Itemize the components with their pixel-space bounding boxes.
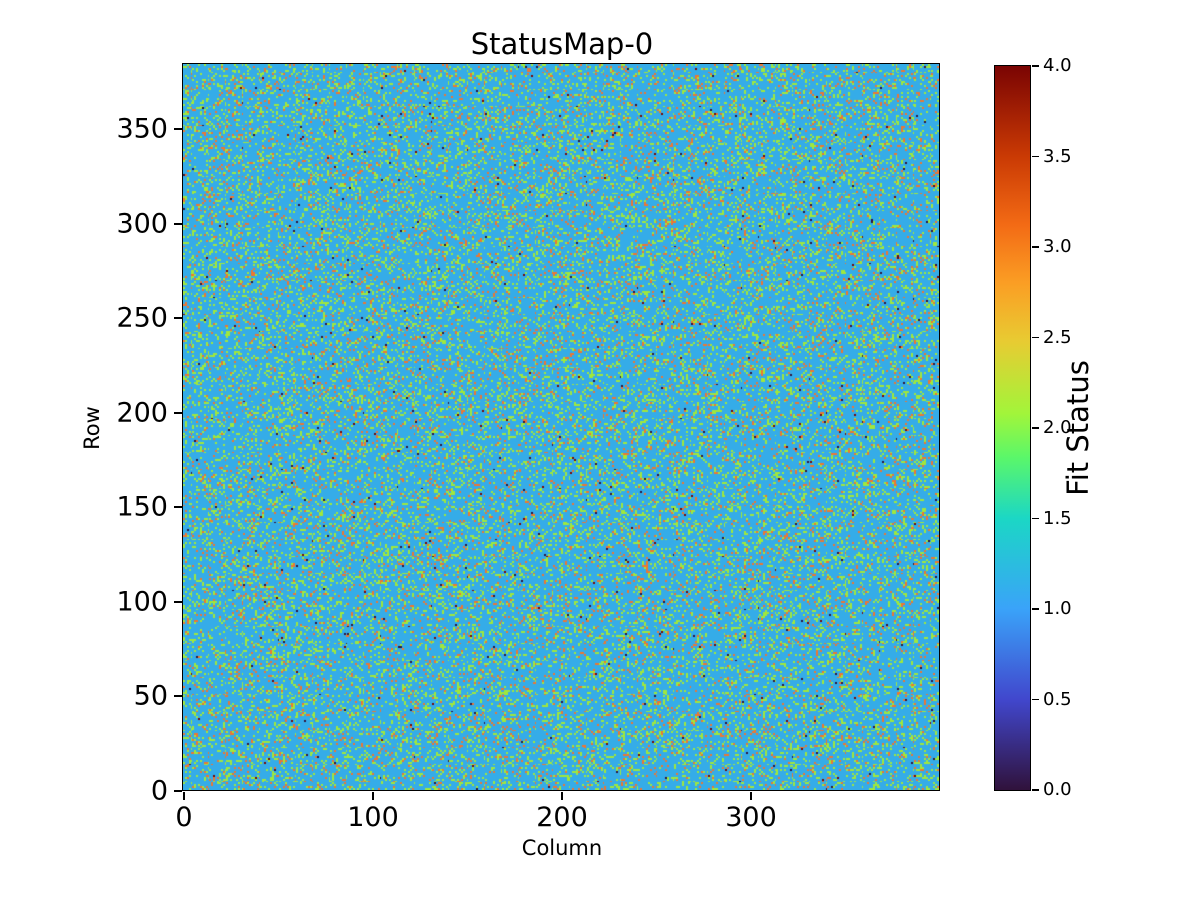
colorbar-tick-label: 2.5 [1043,326,1072,348]
y-axis-tick [174,411,182,414]
status-heatmap-canvas [183,64,940,791]
x-axis-label: Column [521,836,603,860]
colorbar-tick-label: 3.5 [1043,145,1072,167]
x-axis-tick [561,792,563,800]
y-axis-tick-label: 100 [116,586,168,618]
y-axis-tick [174,317,182,320]
x-axis-tick [372,792,374,800]
y-axis-tick-label: 250 [116,302,168,334]
colorbar-tick [1032,789,1039,791]
colorbar-tick [1032,427,1039,429]
y-axis-tick-label: 150 [116,491,168,523]
y-axis-tick [174,790,182,792]
y-axis-tick [174,695,182,698]
chart-title: StatusMap-0 [470,27,654,61]
colorbar-tick [1032,155,1039,158]
y-axis-tick-label: 300 [116,208,168,240]
y-axis-tick-label: 50 [133,680,168,712]
colorbar-tick [1032,336,1039,339]
x-axis-tick-label: 0 [175,802,193,833]
colorbar [993,64,1031,791]
y-axis-tick [174,506,182,509]
y-axis-tick [174,222,182,225]
x-axis-tick-label: 300 [725,802,777,833]
y-axis-label: Row [80,406,104,450]
x-axis-tick [183,792,185,800]
colorbar-tick-label: 2.0 [1043,417,1072,438]
x-axis-tick-label: 200 [536,802,588,833]
colorbar-label: Fit Status [1061,360,1095,496]
colorbar-gradient [994,65,1030,790]
colorbar-tick [1032,65,1039,67]
colorbar-tick-label: 3.0 [1043,236,1072,257]
colorbar-tick [1032,608,1039,610]
colorbar-tick-label: 4.0 [1043,55,1072,76]
y-axis-tick-label: 0 [150,775,168,807]
colorbar-tick [1032,246,1039,248]
colorbar-tick-label: 0.5 [1043,688,1072,710]
x-axis-tick-label: 100 [347,802,399,833]
colorbar-tick-label: 1.0 [1043,598,1072,619]
colorbar-tick [1032,517,1039,520]
colorbar-tick-label: 1.5 [1043,507,1072,529]
colorbar-tick-label: 0.0 [1043,779,1072,800]
colorbar-tick [1032,698,1039,701]
y-axis-tick [174,128,182,131]
x-axis-tick [750,792,752,800]
y-axis-tick [174,600,182,603]
y-axis-tick-label: 350 [116,113,168,145]
y-axis-tick-label: 200 [116,397,168,429]
plot-frame [182,63,941,792]
